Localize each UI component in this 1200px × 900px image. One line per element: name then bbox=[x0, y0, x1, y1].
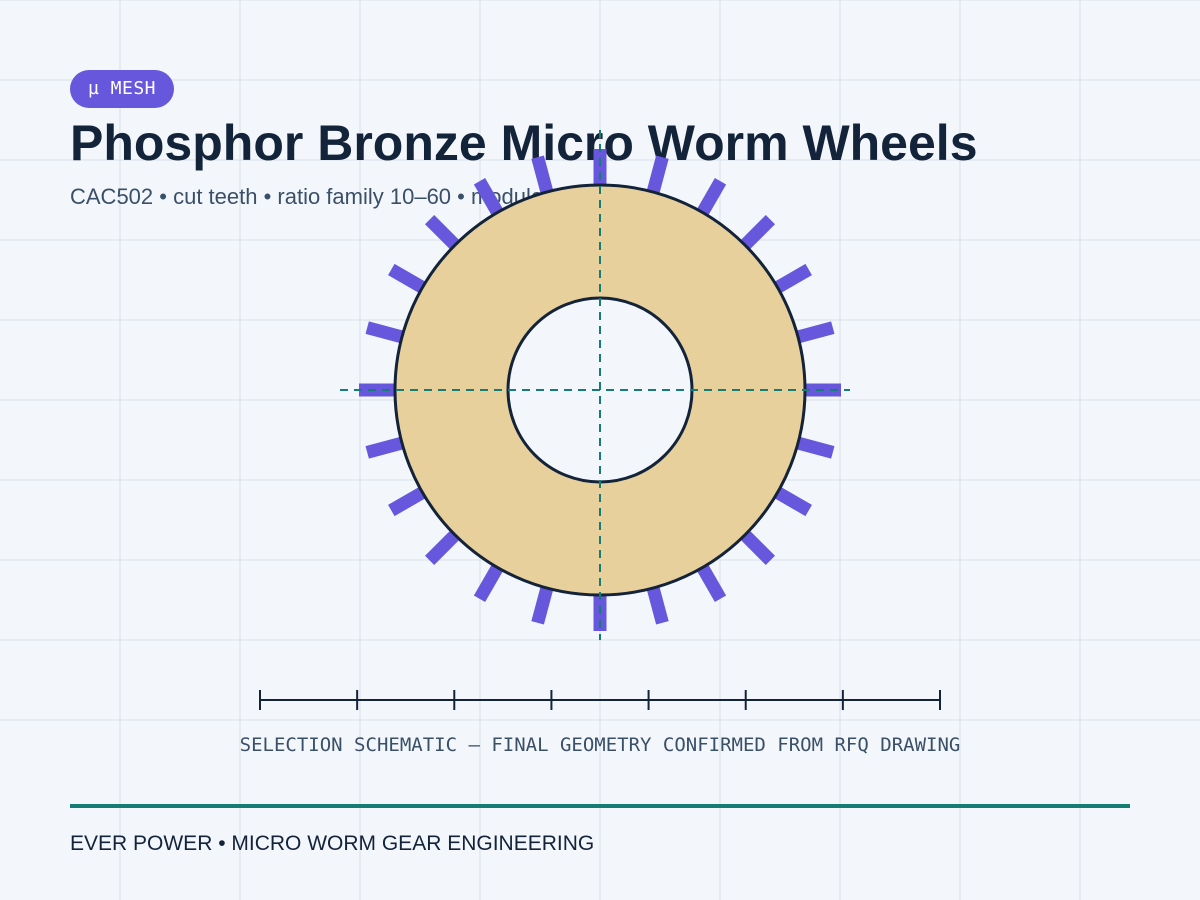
page-title: Phosphor Bronze Micro Worm Wheels bbox=[70, 115, 978, 171]
scale-bar bbox=[259, 690, 941, 710]
mesh-badge: µ MESH bbox=[70, 70, 175, 108]
footer-text: EVER POWER • MICRO WORM GEAR ENGINEERING bbox=[70, 832, 595, 855]
footer-divider bbox=[70, 804, 1130, 808]
schematic-caption: SELECTION SCHEMATIC — FINAL GEOMETRY CON… bbox=[239, 734, 961, 756]
